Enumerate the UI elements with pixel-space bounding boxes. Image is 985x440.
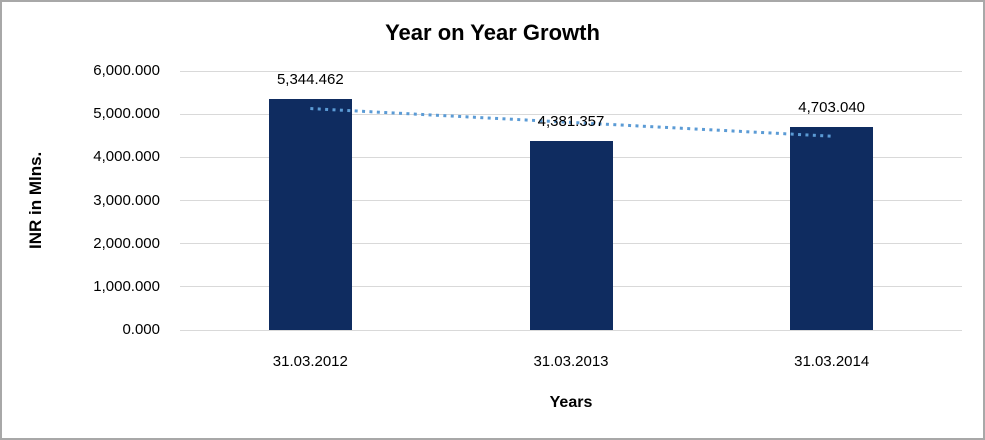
gridline — [180, 329, 962, 331]
y-tick-label: 4,000.000 — [93, 148, 160, 166]
y-tick-label: 2,000.000 — [93, 234, 160, 252]
x-tick-label: 31.03.2012 — [272, 353, 348, 370]
bar-31.03.2012 — [268, 99, 352, 330]
y-axis-ticks: 0.000 1,000.000 2,000.000 3,000.000 4,000.00… — [2, 2, 160, 438]
bar-31.03.2014 — [790, 127, 874, 330]
chart-title: Year on Year Growth — [385, 20, 600, 45]
data-label: 5,344.462 — [276, 71, 344, 89]
data-label: 4,703.040 — [798, 98, 866, 116]
y-tick-label: 0.000 — [122, 321, 160, 338]
y-tick-label: 3,000.000 — [93, 191, 160, 209]
x-axis-title: Years — [549, 394, 593, 411]
x-tick-label: 31.03.2013 — [533, 353, 609, 370]
x-axis-labels: 31.03.2012 31.03.2013 31.03.2014 — [180, 353, 962, 373]
bar-31.03.2013 — [529, 140, 613, 330]
y-tick-label: 5,000.000 — [93, 105, 160, 123]
y-tick-label: 6,000.000 — [93, 62, 160, 79]
y-tick-label: 1,000.000 — [93, 277, 160, 295]
plot-area: 5,344.462 4,381.357 4,703.040 — [180, 70, 962, 331]
data-label: 4,381.357 — [537, 112, 605, 130]
x-tick-label: 31.03.2014 — [794, 353, 870, 370]
gridline — [180, 70, 962, 72]
